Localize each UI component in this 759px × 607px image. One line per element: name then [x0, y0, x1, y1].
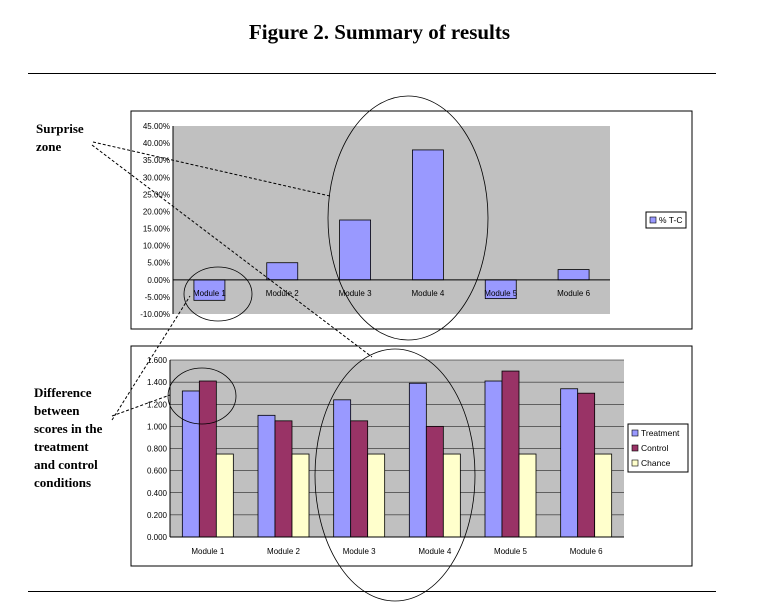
surprise-zone-annotation: Surprise zone: [36, 121, 84, 154]
page-title: Figure 2. Summary of results: [248, 20, 511, 44]
legend-swatch-control: [631, 444, 639, 452]
annotation-leader-lines: [91, 141, 373, 421]
chart1-bar-module-4: [412, 149, 444, 281]
chart2-bar-treatment-module-6: [560, 388, 579, 538]
chart1-ytick-label: 0.00%: [147, 276, 170, 285]
chart2-legend: Treatment Control Chance: [627, 423, 689, 473]
chart1-ytick-label: 30.00%: [143, 173, 170, 182]
chart2-xtick-label: Module 4: [418, 547, 451, 556]
legend-label-treatment: Treatment: [641, 428, 680, 438]
chart1-bar-module-3: [339, 219, 371, 281]
chart2-bar-chance-module-2: [291, 453, 310, 538]
chart1-xtick-label: Module 1: [193, 289, 226, 298]
difference-line-4: treatment: [34, 439, 89, 454]
difference-line-2: between: [34, 403, 80, 418]
legend-swatch-chance: [631, 459, 639, 467]
legend-swatch-pct: [649, 216, 657, 224]
chart2-bar-treatment-module-2: [257, 414, 276, 538]
legend-label-chance: Chance: [641, 458, 671, 468]
chart1-ytick-label: 25.00%: [143, 190, 170, 199]
chart2-bar-chance-module-3: [367, 453, 386, 538]
chart1-ytick-label: 15.00%: [143, 225, 170, 234]
chart2-bar-control-module-2: [274, 420, 293, 538]
surprise-ellipse-top: [327, 95, 489, 341]
chart1-ytick-label: 40.00%: [143, 139, 170, 148]
chart1-xtick-label: Module 4: [411, 289, 444, 298]
chart1-xtick-label: Module 5: [484, 289, 517, 298]
chart2-ytick-label: 0.800: [147, 445, 168, 454]
chart2-bar-control-module-1: [198, 380, 217, 538]
chart2-bar-chance-module-6: [594, 453, 613, 538]
chart2-ytick-label: 1.400: [147, 378, 168, 387]
chart2-xtick-label: Module 5: [494, 547, 527, 556]
chart1-bar-module-6: [557, 269, 590, 281]
chart2-ytick-label: 1.200: [147, 400, 168, 409]
chart2-ytick-label: 1.600: [147, 356, 168, 365]
surprise-ellipse-module1: [183, 266, 253, 322]
difference-line-1: Difference: [34, 385, 92, 400]
chart2-xtick-label: Module 6: [570, 547, 603, 556]
chart2-ytick-label: 0.600: [147, 467, 168, 476]
chart2-bar-control-module-6: [577, 392, 596, 538]
chart1-ytick-label: -5.00%: [145, 293, 170, 302]
surprise-ellipse-bottom: [314, 348, 476, 602]
chart2-ytick-label: 0.000: [147, 533, 168, 542]
chart2-bar-control-module-3: [350, 420, 369, 538]
difference-line-6: conditions: [34, 475, 91, 490]
difference-ellipse: [167, 367, 237, 425]
chart2-bar-treatment-module-1: [181, 390, 200, 538]
surprise-zone-line-1: Surprise: [36, 121, 84, 136]
chart1-xtick-label: Module 3: [339, 289, 372, 298]
chart2-bar-control-module-4: [425, 425, 444, 538]
chart1-ytick-label: 5.00%: [147, 259, 170, 268]
chart2-bars: [181, 370, 613, 538]
chart1-bar-module-2: [266, 262, 299, 281]
chart2-bar-treatment-module-5: [484, 380, 503, 538]
chart1-ytick-label: 10.00%: [143, 242, 170, 251]
top-divider: [28, 73, 716, 74]
difference-line-5: and control: [34, 457, 98, 472]
chart1-ytick-label: 20.00%: [143, 207, 170, 216]
chart2-xtick-label: Module 3: [343, 547, 376, 556]
chart1-bars: [193, 149, 590, 301]
chart2-ytick-label: 0.400: [147, 489, 168, 498]
chart1-x-axis: Module 1 Module 2 Module 3 Module 4 Module 5…: [193, 289, 591, 298]
legend-label-pct: % T-C: [659, 215, 682, 225]
difference-annotation: Difference between scores in the treatme…: [34, 385, 103, 490]
bottom-divider: [28, 591, 716, 592]
legend-label-control: Control: [641, 443, 669, 453]
chart1-ytick-label: 45.00%: [143, 122, 170, 131]
chart2-xtick-label: Module 1: [191, 547, 224, 556]
chart2-y-axis: 1.600 1.400 1.200 1.000 0.800 0.600 0.400 0.200…: [147, 356, 168, 542]
chart1-y-axis: 45.00% 40.00% 35.00% 30.00% 25.00% 20.00% 15.0…: [140, 122, 170, 319]
chart2-ytick-label: 1.000: [147, 422, 168, 431]
chart1-legend: % T-C: [645, 211, 687, 229]
chart2-bar-chance-module-4: [442, 453, 461, 538]
chart1-ytick-label: -10.00%: [140, 310, 170, 319]
chart2-ytick-label: 0.200: [147, 511, 168, 520]
chart1-xtick-label: Module 6: [557, 289, 590, 298]
chart1-ytick-label: 35.00%: [143, 156, 170, 165]
chart2-bar-control-module-5: [501, 370, 520, 538]
difference-line-3: scores in the: [34, 421, 103, 436]
chart2-xtick-label: Module 2: [267, 547, 300, 556]
surprise-zone-line-2: zone: [36, 139, 62, 154]
legend-swatch-treatment: [631, 429, 639, 437]
chart2-x-axis: Module 1 Module 2 Module 3 Module 4 Module 5…: [191, 547, 603, 556]
chart2-bar-treatment-module-4: [408, 382, 427, 538]
chart1-xtick-label: Module 2: [266, 289, 299, 298]
chart2-bar-chance-module-5: [518, 453, 537, 538]
chart2-bar-treatment-module-3: [333, 399, 352, 538]
chart2-bar-chance-module-1: [215, 453, 234, 538]
chart1-plot-area: [173, 126, 610, 314]
